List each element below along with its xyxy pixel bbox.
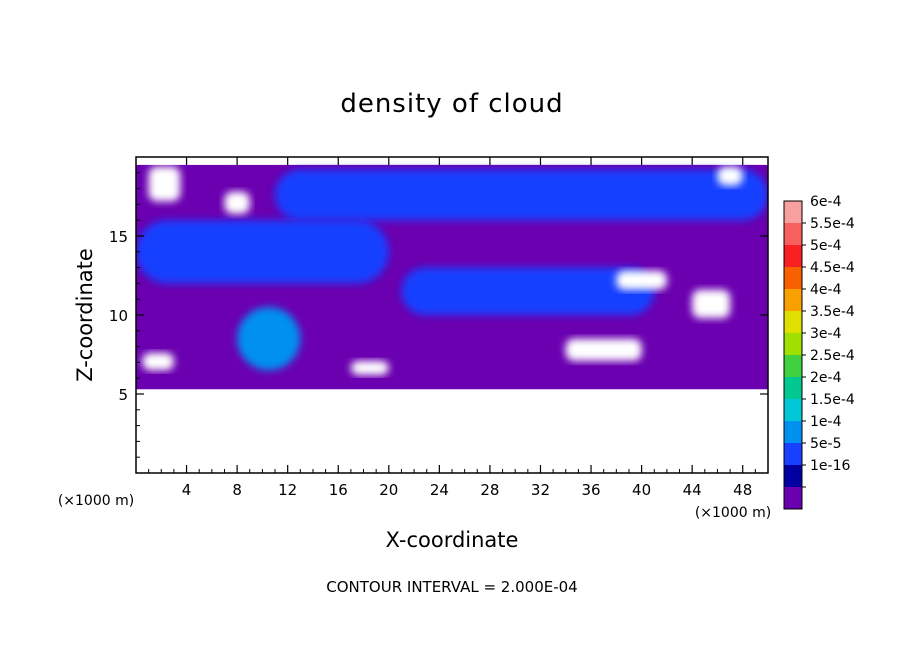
x-tick-label: 48 xyxy=(733,481,752,499)
field-region-upper-band xyxy=(275,169,768,221)
clear-air-patch-8 xyxy=(565,338,642,361)
colorbar-label: 5e-4 xyxy=(810,238,842,254)
colorbar-label: 1.5e-4 xyxy=(810,392,855,408)
colorbar-swatch xyxy=(784,311,802,333)
x-tick-label: 40 xyxy=(632,481,651,499)
colorbar-swatch xyxy=(784,355,802,377)
clear-air-patch-2 xyxy=(224,191,250,214)
clear-air-patch-5 xyxy=(692,289,731,319)
y-tick-label: 15 xyxy=(109,228,128,246)
field-region-left-tower xyxy=(237,307,301,371)
colorbar-label: 4e-4 xyxy=(810,282,842,298)
y-unit-label: (×1000 m) xyxy=(58,493,134,509)
colorbar-swatch xyxy=(784,333,802,355)
colorbar-swatch xyxy=(784,201,802,223)
x-tick-label: 44 xyxy=(683,481,702,499)
x-tick-label: 8 xyxy=(232,481,242,499)
colorbar-frame xyxy=(783,200,803,510)
clear-air-patch-1 xyxy=(148,166,181,202)
x-tick-label: 4 xyxy=(182,481,192,499)
clear-air-patch-9 xyxy=(717,166,743,186)
colorbar-swatch xyxy=(784,377,802,399)
colorbar-label: 3.5e-4 xyxy=(810,304,855,320)
colorbar-swatch xyxy=(784,245,802,267)
field-region-middle-blob xyxy=(401,267,655,315)
colorbar-label: 5e-5 xyxy=(810,436,841,452)
colorbar-swatch xyxy=(784,443,802,465)
contour-interval-note: CONTOUR INTERVAL = 2.000E-04 xyxy=(326,578,577,596)
colorbar-label: 1e-16 xyxy=(810,458,850,474)
colorbar-swatch xyxy=(784,289,802,311)
colorbar-label: 2e-4 xyxy=(810,370,842,386)
colorbar-label: 3e-4 xyxy=(810,326,842,342)
colorbar-swatch xyxy=(784,223,802,245)
y-axis-title: Z-coordinate xyxy=(73,248,97,382)
x-axis-ticks: 4 8 12 16 20 24 28 32 36 40 44 48 xyxy=(148,157,756,499)
colorbar-label: 2.5e-4 xyxy=(810,348,855,364)
chart-title: density of cloud xyxy=(340,89,563,119)
x-tick-label: 24 xyxy=(430,481,449,499)
cloud-density-field xyxy=(136,164,768,390)
clear-air-patch-6 xyxy=(142,352,174,371)
x-unit-label: (×1000 m) xyxy=(695,505,771,521)
x-tick-label: 12 xyxy=(278,481,297,499)
y-tick-label: 5 xyxy=(118,386,128,404)
clear-air-patch-7 xyxy=(350,360,389,376)
x-tick-label: 28 xyxy=(480,481,499,499)
colorbar-swatch xyxy=(784,399,802,421)
colorbar-swatch xyxy=(784,267,802,289)
colorbar-swatch xyxy=(784,421,802,443)
colorbar-label: 6e-4 xyxy=(810,194,842,210)
colorbar-label: 4.5e-4 xyxy=(810,260,855,276)
colorbar: 6e-4 5.5e-4 5e-4 4.5e-4 4e-4 3.5e-4 3e-4 2.5e-4… xyxy=(783,194,855,510)
field-region-left-band xyxy=(136,220,389,284)
y-tick-label: 10 xyxy=(109,307,128,325)
clear-air-patch-4 xyxy=(616,270,667,290)
x-tick-label: 16 xyxy=(329,481,348,499)
x-tick-label: 36 xyxy=(581,481,600,499)
colorbar-label: 5.5e-4 xyxy=(810,216,855,232)
colorbar-swatch xyxy=(784,465,802,487)
y-axis-ticks: 5 10 15 xyxy=(109,172,768,458)
x-tick-label: 32 xyxy=(531,481,550,499)
x-tick-label: 20 xyxy=(379,481,398,499)
colorbar-swatch xyxy=(784,487,802,509)
colorbar-label: 1e-4 xyxy=(810,414,842,430)
x-axis-title: X-coordinate xyxy=(386,528,519,552)
